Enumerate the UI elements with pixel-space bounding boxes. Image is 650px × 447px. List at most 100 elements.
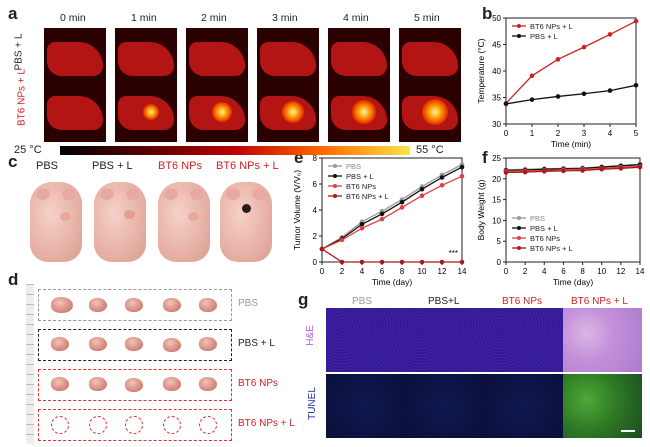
row-label-pbs-l: PBS + L bbox=[13, 33, 25, 71]
data-point bbox=[339, 237, 345, 243]
data-point bbox=[581, 44, 587, 50]
mouse-image bbox=[94, 182, 146, 262]
series-line bbox=[505, 84, 637, 105]
x-tick-label: 2 bbox=[556, 129, 561, 138]
x-tick-label: 14 bbox=[458, 267, 467, 276]
y-axis-label: Tumor Volume (V/V₀) bbox=[292, 170, 302, 250]
y-tick-label: 6 bbox=[313, 180, 318, 189]
tunel-stain-image bbox=[563, 374, 642, 438]
group-label: PBS + L bbox=[238, 338, 275, 349]
data-point bbox=[618, 166, 624, 171]
x-tick-label: 4 bbox=[542, 267, 547, 276]
data-point bbox=[633, 18, 639, 24]
tunel-stain-image bbox=[484, 374, 563, 438]
x-tick-label: 8 bbox=[400, 267, 405, 276]
data-point bbox=[607, 32, 613, 37]
x-tick-label: 6 bbox=[380, 267, 385, 276]
time-label: 3 min bbox=[272, 12, 298, 24]
legend-entry: BT6 NPs + L bbox=[530, 244, 573, 253]
x-axis-label: Time (min) bbox=[551, 139, 591, 149]
x-tick-label: 2 bbox=[523, 267, 528, 276]
data-point bbox=[607, 88, 613, 93]
scale-max-label: 55 °C bbox=[416, 144, 444, 156]
tumor-group-box bbox=[38, 329, 232, 361]
data-point bbox=[359, 225, 365, 231]
group-label: BT6 NPs bbox=[238, 378, 279, 389]
x-tick-label: 1 bbox=[530, 129, 535, 138]
he-stain-image bbox=[484, 308, 563, 372]
data-point bbox=[399, 259, 405, 265]
data-point bbox=[633, 83, 639, 88]
x-tick-label: 10 bbox=[597, 267, 606, 276]
legend-entry: PBS + L bbox=[530, 224, 558, 233]
histo-column-label: BT6 NPs + L bbox=[571, 296, 628, 307]
histo-column-label: PBS+L bbox=[428, 296, 460, 307]
data-point bbox=[439, 183, 445, 188]
x-tick-label: 4 bbox=[360, 267, 365, 276]
thermal-image bbox=[257, 82, 319, 142]
y-tick-label: 25 bbox=[492, 154, 501, 163]
data-point bbox=[555, 57, 561, 62]
plot-frame bbox=[505, 17, 637, 125]
data-point bbox=[503, 170, 509, 175]
tumor-group-box bbox=[38, 409, 232, 441]
y-tick-label: 30 bbox=[492, 120, 501, 129]
data-point bbox=[379, 259, 385, 265]
y-tick-label: 35 bbox=[492, 94, 501, 103]
temperature-colorbar bbox=[60, 146, 410, 155]
data-point bbox=[581, 91, 587, 97]
chart-e: 0 2 4 6 8 0 2 4 6 8 10 12 14 Time (day) Tumor Volume (… bbox=[292, 154, 467, 287]
series-line bbox=[321, 248, 462, 263]
data-point bbox=[459, 164, 465, 170]
scale-bar bbox=[621, 430, 635, 432]
mouse-image bbox=[220, 182, 272, 262]
mouse-label: PBS + L bbox=[92, 160, 133, 172]
thermal-image bbox=[399, 28, 461, 88]
x-tick-label: 8 bbox=[580, 267, 585, 276]
series-line bbox=[505, 164, 641, 172]
data-point bbox=[439, 175, 445, 180]
mouse-label: BT6 NPs + L bbox=[216, 160, 279, 172]
y-tick-label: 20 bbox=[492, 175, 501, 184]
time-label: 5 min bbox=[414, 12, 440, 24]
series-line bbox=[505, 165, 641, 172]
x-axis-label: Time (day) bbox=[372, 277, 412, 287]
series-line bbox=[321, 163, 463, 250]
x-axis-label: Time (day) bbox=[553, 277, 593, 287]
thermal-image bbox=[115, 82, 177, 142]
panel-label-f: f bbox=[482, 148, 488, 167]
mouse-image bbox=[158, 182, 210, 262]
data-point bbox=[459, 259, 465, 265]
legend-marker bbox=[333, 174, 337, 178]
data-point bbox=[459, 173, 465, 179]
y-tick-label: 0 bbox=[497, 258, 502, 267]
x-tick-label: 5 bbox=[634, 129, 639, 138]
data-point bbox=[379, 216, 385, 222]
legend-entry: BT6 NPs + L bbox=[346, 192, 389, 201]
time-label: 1 min bbox=[131, 12, 157, 24]
legend-entry: BT6 NPs bbox=[530, 234, 560, 243]
he-stain-image bbox=[405, 308, 484, 372]
y-tick-label: 2 bbox=[313, 232, 318, 241]
histo-column-label: PBS bbox=[352, 296, 373, 307]
legend-entry: PBS bbox=[530, 214, 545, 223]
series-line bbox=[505, 20, 637, 104]
mouse-image bbox=[30, 182, 82, 262]
time-label: 0 min bbox=[60, 12, 86, 24]
thermal-image bbox=[44, 82, 106, 142]
data-point bbox=[637, 164, 643, 170]
plot-frame bbox=[505, 157, 641, 263]
series-line bbox=[321, 166, 463, 250]
legend-entry: BT6 NPs bbox=[346, 182, 376, 191]
y-tick-label: 15 bbox=[492, 196, 501, 205]
x-tick-label: 4 bbox=[608, 129, 613, 138]
group-label: BT6 NPs + L bbox=[238, 418, 295, 429]
tunel-stain-image bbox=[405, 374, 484, 438]
legend-marker bbox=[333, 184, 337, 188]
histo-column-label: BT6 NPs bbox=[502, 296, 543, 307]
thermal-image bbox=[257, 28, 319, 88]
legend-marker bbox=[517, 246, 521, 250]
y-tick-label: 50 bbox=[492, 14, 501, 23]
legend-marker bbox=[517, 236, 521, 240]
